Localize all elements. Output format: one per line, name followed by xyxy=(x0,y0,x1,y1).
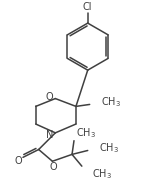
Text: CH$_3$: CH$_3$ xyxy=(100,142,120,155)
Text: CH$_3$: CH$_3$ xyxy=(76,126,96,140)
Text: O: O xyxy=(50,162,57,172)
Text: Cl: Cl xyxy=(83,3,92,12)
Text: CH$_3$: CH$_3$ xyxy=(101,96,121,109)
Text: O: O xyxy=(46,92,53,102)
Text: O: O xyxy=(14,156,22,166)
Text: N: N xyxy=(46,130,53,140)
Text: CH$_3$: CH$_3$ xyxy=(92,167,112,181)
